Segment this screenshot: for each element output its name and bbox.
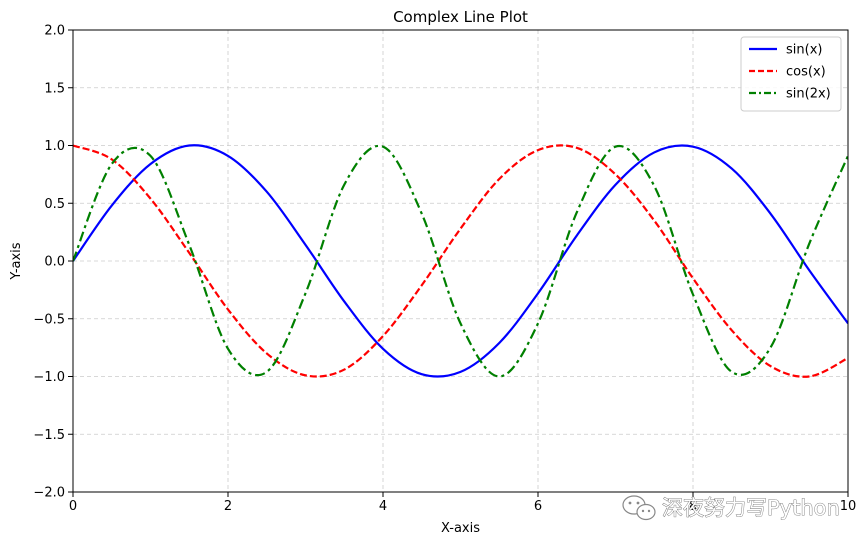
chart-title: Complex Line Plot xyxy=(393,8,528,26)
x-tick-label: 4 xyxy=(379,499,387,514)
series-line-2 xyxy=(73,144,848,378)
y-tick-label: 1.5 xyxy=(44,81,65,96)
y-tick-label: −1.0 xyxy=(33,370,65,385)
y-tick-label: −0.5 xyxy=(33,312,65,327)
y-tick-label: 0.5 xyxy=(44,197,65,212)
legend-label: cos(x) xyxy=(786,65,826,80)
y-tick-label: 0.0 xyxy=(44,255,65,270)
y-tick-label: −2.0 xyxy=(33,486,65,501)
y-axis-label: Y-axis xyxy=(9,242,24,280)
series-line-3 xyxy=(73,144,848,378)
x-tick-label: 6 xyxy=(534,499,542,514)
y-tick-label: 1.0 xyxy=(44,139,65,154)
tick-layer: 0 2 4 6 8 10 2.0 1.5 1.0 0.5 0.0 −0.5 −1.0 −1.5 −2.0 xyxy=(33,24,856,515)
watermark: 深夜努力写Python xyxy=(622,495,840,521)
watermark-text: 深夜努力写Python xyxy=(662,496,840,520)
legend-label: sin(x) xyxy=(786,43,822,58)
y-tick-label: 2.0 xyxy=(44,24,65,39)
x-tick-label: 2 xyxy=(224,499,232,514)
legend-label: sin(2x) xyxy=(786,87,831,102)
legend: sin(x) cos(x) sin(2x) xyxy=(740,36,842,112)
series-layer xyxy=(73,144,848,378)
x-tick-label: 8 xyxy=(689,499,697,514)
x-tick-label: 0 xyxy=(69,499,77,514)
series-line-1 xyxy=(73,144,848,378)
x-axis-label: X-axis xyxy=(441,521,480,536)
x-tick-label: 10 xyxy=(840,499,857,514)
grid-layer xyxy=(72,29,849,493)
y-tick-label: −1.5 xyxy=(33,428,65,443)
wechat-icon xyxy=(622,495,656,521)
